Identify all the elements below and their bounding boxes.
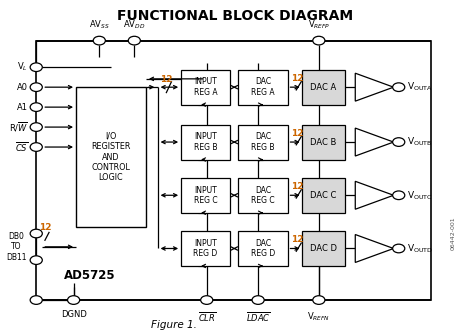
Circle shape	[313, 36, 325, 45]
Text: I/O
REGISTER
AND
CONTROL
LOGIC: I/O REGISTER AND CONTROL LOGIC	[91, 132, 131, 182]
Text: DAC A: DAC A	[310, 83, 337, 92]
Text: 12: 12	[291, 129, 303, 138]
Circle shape	[393, 138, 405, 146]
Circle shape	[252, 296, 264, 304]
Bar	[303, 231, 345, 266]
Text: R/$\overline{W}$: R/$\overline{W}$	[8, 121, 28, 134]
Bar	[181, 178, 230, 213]
Bar	[239, 70, 287, 105]
Circle shape	[30, 296, 42, 304]
Bar	[239, 125, 287, 160]
Text: DAC
REG C: DAC REG C	[251, 186, 275, 205]
Text: V$_{\mathregular{OUTC}}$: V$_{\mathregular{OUTC}}$	[407, 189, 433, 201]
Text: DAC
REG D: DAC REG D	[251, 239, 275, 258]
Text: V$_{\mathregular{OUTB}}$: V$_{\mathregular{OUTB}}$	[407, 136, 432, 148]
Text: DAC
REG A: DAC REG A	[251, 77, 275, 97]
Text: DB0
TO
DB11: DB0 TO DB11	[7, 232, 27, 262]
Circle shape	[30, 123, 42, 131]
Polygon shape	[355, 128, 393, 156]
Bar	[303, 125, 345, 160]
Text: DAC D: DAC D	[310, 244, 337, 253]
Text: $\overline{CS}$: $\overline{CS}$	[15, 140, 28, 154]
Text: 12: 12	[291, 74, 303, 83]
Text: FUNCTIONAL BLOCK DIAGRAM: FUNCTIONAL BLOCK DIAGRAM	[117, 9, 353, 23]
Text: AV$_{DD}$: AV$_{DD}$	[123, 18, 145, 31]
Circle shape	[93, 36, 106, 45]
Circle shape	[30, 143, 42, 151]
Circle shape	[201, 296, 213, 304]
Circle shape	[393, 83, 405, 92]
Text: 12: 12	[291, 182, 303, 191]
Text: 12: 12	[291, 235, 303, 244]
Circle shape	[30, 229, 42, 238]
Text: DAC
REG B: DAC REG B	[251, 132, 275, 152]
Circle shape	[30, 256, 42, 265]
Circle shape	[393, 244, 405, 253]
Text: 12: 12	[38, 223, 51, 232]
Polygon shape	[355, 181, 393, 209]
Text: V$_{\mathregular{OUTD}}$: V$_{\mathregular{OUTD}}$	[407, 242, 433, 255]
Bar	[181, 125, 230, 160]
Circle shape	[30, 83, 42, 92]
Text: $\overline{LDAC}$: $\overline{LDAC}$	[246, 310, 271, 324]
Text: V$_{REFN}$: V$_{REFN}$	[307, 310, 331, 323]
Text: $\overline{CLR}$: $\overline{CLR}$	[197, 310, 216, 324]
Text: DGND: DGND	[61, 310, 87, 319]
Text: A0: A0	[17, 83, 28, 92]
Circle shape	[393, 191, 405, 200]
Bar	[239, 178, 287, 213]
Circle shape	[68, 296, 80, 304]
Bar	[36, 41, 431, 300]
Polygon shape	[355, 73, 393, 101]
Text: INPUT
REG C: INPUT REG C	[194, 186, 217, 205]
Text: AV$_{SS}$: AV$_{SS}$	[89, 18, 110, 31]
Bar	[303, 70, 345, 105]
Text: A1: A1	[17, 103, 28, 112]
Text: V$_L$: V$_L$	[17, 61, 28, 73]
Bar	[239, 231, 287, 266]
Bar	[76, 87, 146, 227]
Text: INPUT
REG A: INPUT REG A	[194, 77, 217, 97]
Text: 12: 12	[160, 75, 173, 84]
Text: AD5725: AD5725	[64, 269, 116, 282]
Bar	[181, 231, 230, 266]
Text: V$_{REFP}$: V$_{REFP}$	[308, 18, 330, 31]
Bar	[303, 178, 345, 213]
Circle shape	[128, 36, 140, 45]
Text: DAC C: DAC C	[310, 191, 337, 200]
Circle shape	[313, 296, 325, 304]
Polygon shape	[355, 234, 393, 263]
Bar	[181, 70, 230, 105]
Text: DAC B: DAC B	[310, 138, 337, 147]
Circle shape	[30, 63, 42, 71]
Text: Figure 1.: Figure 1.	[151, 320, 197, 330]
Text: INPUT
REG D: INPUT REG D	[193, 239, 218, 258]
Text: INPUT
REG B: INPUT REG B	[194, 132, 217, 152]
Circle shape	[30, 103, 42, 112]
Text: 06442-001: 06442-001	[451, 217, 456, 250]
Text: V$_{\mathregular{OUTA}}$: V$_{\mathregular{OUTA}}$	[407, 81, 433, 94]
